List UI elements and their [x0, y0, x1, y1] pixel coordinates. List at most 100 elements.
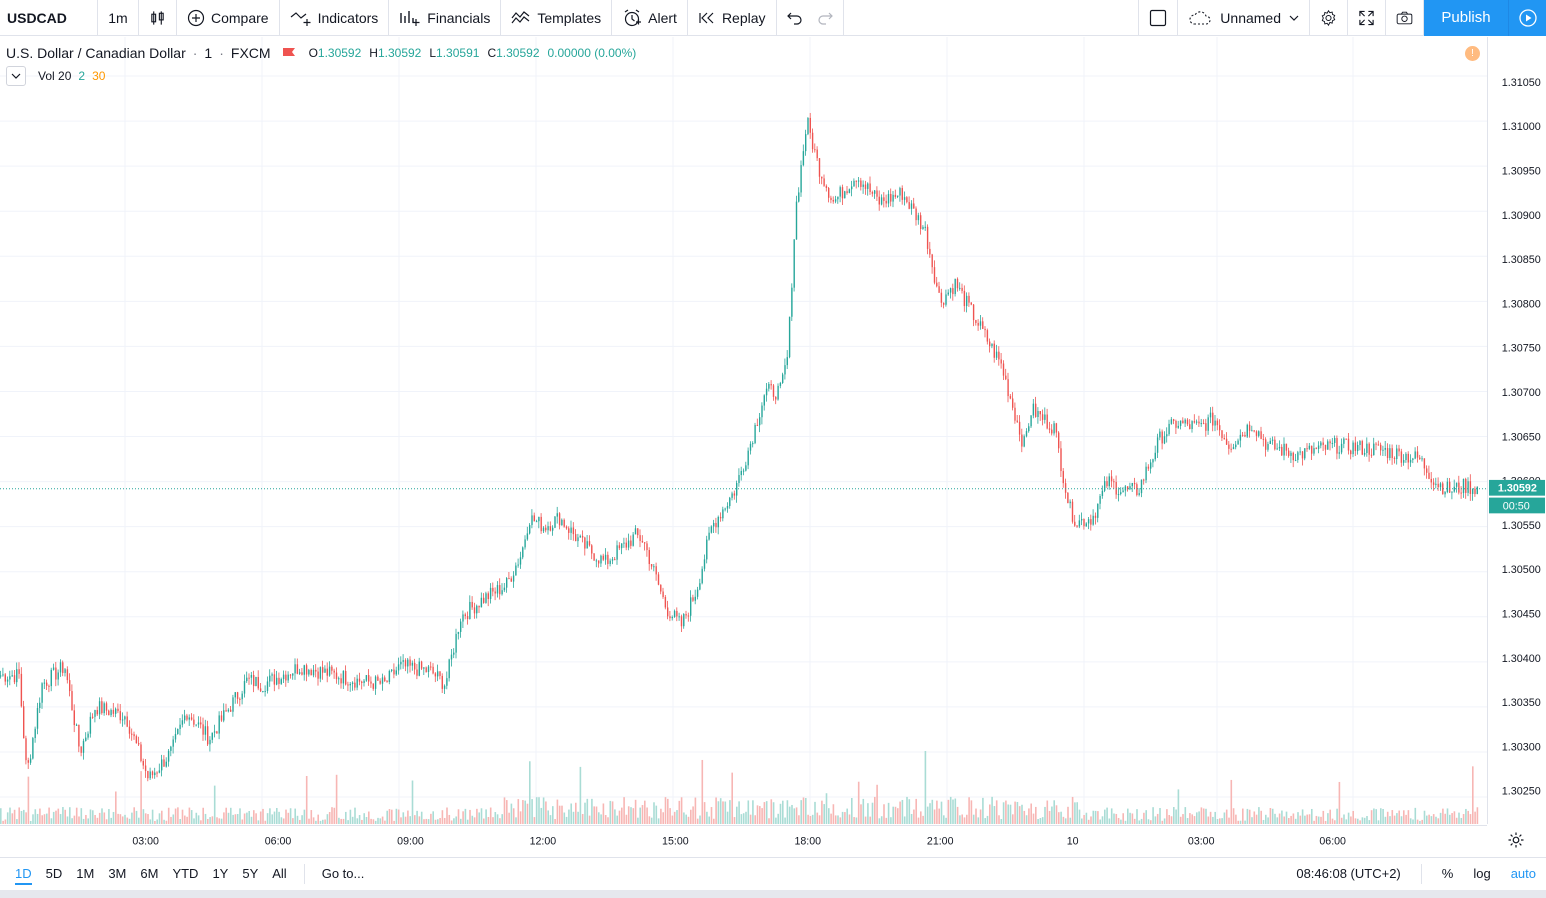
candle-body-581: [1336, 438, 1338, 454]
volume-bar-586: [1347, 812, 1350, 824]
snapshot-button[interactable]: [1386, 0, 1424, 36]
volume-bar-564: [1297, 812, 1299, 824]
range-all[interactable]: All: [272, 866, 287, 881]
volume-bar-588: [1352, 810, 1354, 824]
candle-body-209: [480, 597, 483, 608]
candle-body-75: [172, 739, 174, 747]
replay-button[interactable]: Replay: [688, 0, 777, 36]
candle-body-444: [1021, 434, 1023, 447]
volume-bar-358: [823, 804, 825, 824]
volume-bar-22: [50, 818, 53, 824]
publish-button[interactable]: Publish: [1424, 0, 1508, 36]
volume-bar-642: [1476, 807, 1479, 824]
redo-icon[interactable]: [817, 11, 833, 25]
candle-body-475: [1092, 515, 1094, 525]
candle-body-613: [1409, 459, 1412, 463]
time-tick-label: 03:00: [132, 835, 159, 847]
volume-bar-568: [1306, 814, 1308, 824]
ohlc-values: O1.30592 H1.30592 L1.30591 C1.30592 0.00…: [309, 46, 637, 60]
candle-body-25: [57, 672, 59, 680]
candle-body-252: [579, 535, 581, 538]
range-ytd[interactable]: YTD: [172, 866, 199, 881]
candle-body-442: [1016, 420, 1018, 422]
interval-button[interactable]: 1m: [98, 0, 139, 36]
clock[interactable]: 08:46:08 (UTC+2): [1296, 866, 1401, 881]
candle-body-83: [190, 717, 193, 720]
log-scale-toggle[interactable]: log: [1473, 866, 1491, 881]
candle-body-245: [563, 519, 565, 527]
candle-body-45: [103, 703, 105, 714]
price-chart[interactable]: [0, 0, 1487, 857]
time-axis[interactable]: 03:00 06:00 09:00 12:00 15:00 18:00 21:00 10 03:…: [0, 825, 1487, 855]
candle-body-100: [230, 709, 232, 712]
volume-bar-471: [1083, 815, 1085, 824]
candle-body-499: [1147, 466, 1150, 469]
candle-body-212: [487, 593, 489, 600]
candle-body-97: [223, 710, 225, 721]
layout-menu[interactable]: Unnamed: [1178, 0, 1310, 36]
price-axis[interactable]: 1.31050 1.31000 1.30950 1.30900 1.30850 1.308…: [1487, 37, 1546, 824]
volume-bar-216: [496, 814, 499, 824]
volume-bar-4: [9, 807, 11, 824]
range-1d[interactable]: 1D: [8, 858, 39, 890]
goto-button[interactable]: Go to...: [321, 866, 365, 881]
alert-button[interactable]: Alert: [612, 0, 688, 36]
volume-bar-32: [73, 815, 76, 824]
select-layout-checkbox[interactable]: [1138, 0, 1179, 36]
volume-bar-508: [1168, 815, 1170, 824]
range-5d[interactable]: 5D: [45, 866, 63, 881]
candle-body-139: [319, 667, 322, 679]
volume-bar-525: [1207, 816, 1210, 824]
candle-body-146: [335, 672, 338, 680]
volume-bar-538: [1237, 820, 1239, 824]
financials-button[interactable]: Financials: [389, 0, 502, 36]
range-6m[interactable]: 6M: [140, 866, 159, 881]
range-1m[interactable]: 1M: [76, 866, 95, 881]
volume-bar-556: [1278, 813, 1281, 824]
candle-body-249: [572, 527, 575, 535]
undo-icon[interactable]: [786, 11, 803, 25]
time-tick-label: 12:00: [530, 835, 557, 847]
candle-body-225: [517, 564, 519, 566]
candle-body-304: [699, 583, 701, 590]
templates-button[interactable]: Templates: [501, 0, 613, 36]
volume-bar-534: [1228, 817, 1230, 824]
symbol-search[interactable]: USDCAD: [0, 0, 98, 36]
candle-body-436: [1002, 363, 1005, 376]
volume-legend[interactable]: Vol 20 2 30: [6, 66, 105, 86]
candle-body-4: [9, 676, 11, 680]
percent-scale-toggle[interactable]: %: [1441, 866, 1454, 881]
candle-body-206: [473, 607, 476, 614]
volume-bar-36: [82, 818, 85, 824]
stream-button[interactable]: [1508, 0, 1546, 36]
collapse-legend-button[interactable]: [6, 66, 26, 86]
candle-body-526: [1209, 412, 1212, 418]
volume-bar-315: [724, 801, 727, 824]
candle-body-324: [745, 465, 747, 471]
volume-bar-493: [1133, 818, 1136, 824]
axis-settings-gear-icon[interactable]: [1506, 830, 1526, 850]
candle-body-461: [1060, 448, 1062, 472]
series-legend[interactable]: U.S. Dollar / Canadian Dollar · 1 · FXCM…: [6, 43, 636, 63]
candle-body-194: [446, 678, 448, 686]
candle-body-186: [427, 666, 430, 672]
range-1y[interactable]: 1Y: [212, 866, 229, 881]
range-3m[interactable]: 3M: [108, 866, 127, 881]
data-warning-icon[interactable]: !: [1465, 46, 1480, 61]
candle-body-68: [156, 772, 158, 774]
candle-body-254: [584, 537, 586, 549]
compare-button[interactable]: Compare: [177, 0, 280, 36]
volume-bar-354: [814, 801, 816, 824]
volume-bar-37: [85, 814, 87, 824]
chart-style-button[interactable]: [139, 0, 177, 36]
candle-body-35: [80, 746, 82, 753]
settings-button[interactable]: [1310, 0, 1348, 36]
auto-scale-toggle[interactable]: auto: [1510, 866, 1536, 881]
volume-bar-316: [726, 811, 729, 824]
volume-bar-510: [1173, 807, 1175, 824]
range-5y[interactable]: 5Y: [242, 866, 259, 881]
fullscreen-button[interactable]: [1348, 0, 1386, 36]
indicators-button[interactable]: Indicators: [280, 0, 390, 36]
candle-body-505: [1161, 431, 1163, 444]
series-exchange: FXCM: [230, 45, 271, 61]
